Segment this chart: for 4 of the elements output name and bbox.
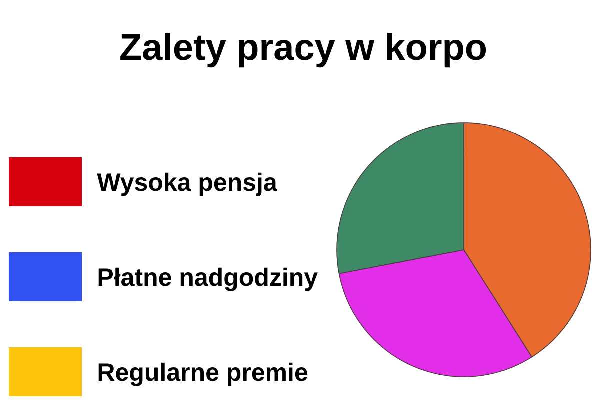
category-label: Płatne nadgodziny xyxy=(98,268,318,292)
category-label: Regularne premie xyxy=(98,362,308,386)
category-label: Wysoka pensja xyxy=(97,172,278,196)
chart-title: Zalety pracy w korpo xyxy=(120,33,486,68)
